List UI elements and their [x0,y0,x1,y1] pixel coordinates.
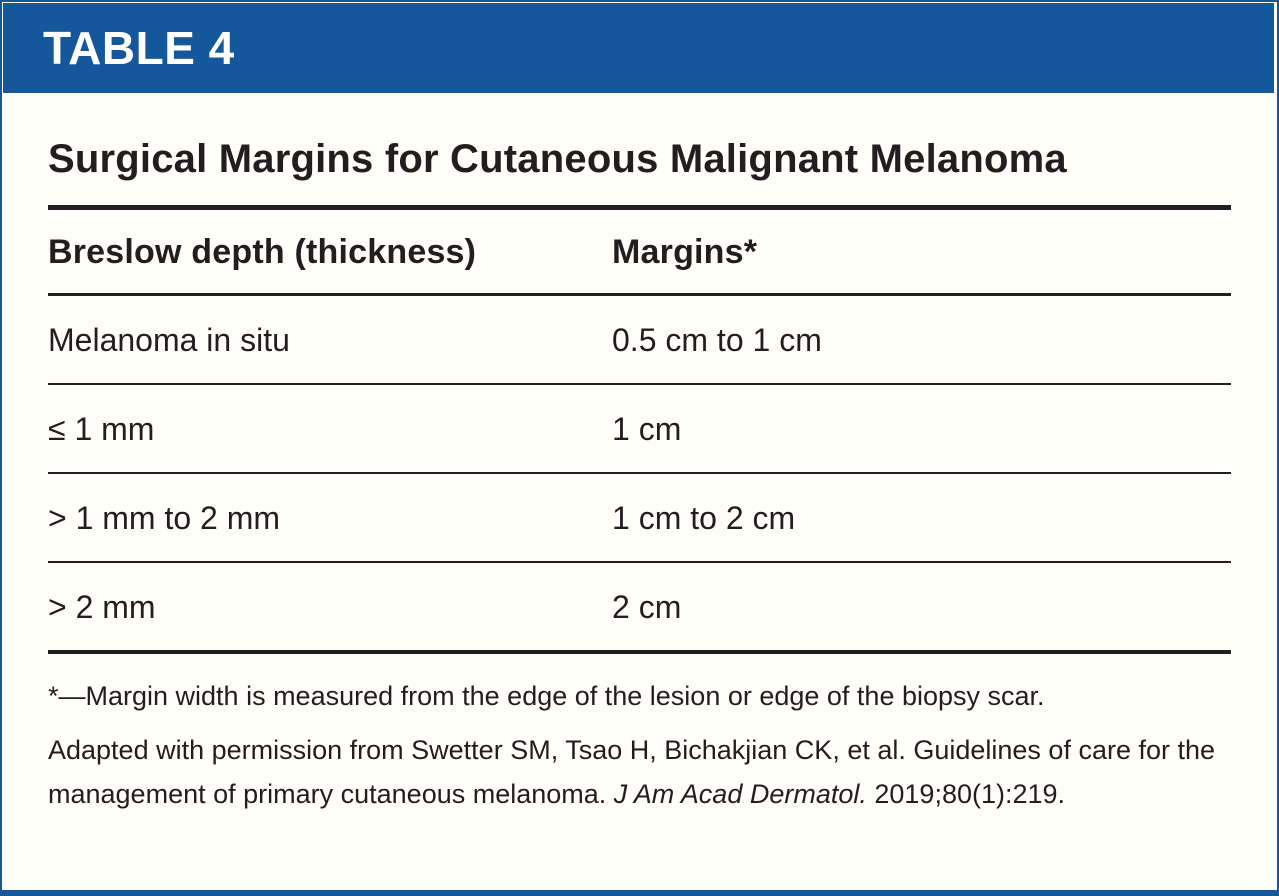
citation-text-prefix: Adapted with permission from Swetter SM,… [48,735,1216,809]
cell-depth: ≤ 1 mm [48,411,155,447]
cell-margin: 1 cm to 2 cm [612,500,796,536]
cell-depth: > 1 mm to 2 mm [48,500,281,536]
citation-text-suffix: 2019;80(1):219. [866,779,1066,809]
cell-depth: Melanoma in situ [48,322,290,358]
table-body: Surgical Margins for Cutaneous Malignant… [2,135,1277,816]
column-header-margins: Margins* [612,233,758,271]
cell-margin: 0.5 cm to 1 cm [612,322,822,358]
citation-journal-name: J Am Acad Dermatol. [613,779,867,809]
title-divider-rule [48,205,1231,210]
table-row-gt-2mm: > 2 mm 2 cm [48,563,1231,654]
asterisk-footnote: *—Margin width is measured from the edge… [48,681,1045,711]
cell-margin: 1 cm [612,411,682,447]
table-number-label: TABLE 4 [43,22,235,74]
table-header-bar: TABLE 4 [3,3,1274,93]
column-header-breslow-depth: Breslow depth (thickness) [48,233,477,271]
table-row-1mm-to-2mm: > 1 mm to 2 mm 1 cm to 2 cm [48,474,1231,563]
table-row-melanoma-in-situ: Melanoma in situ 0.5 cm to 1 cm [48,296,1231,385]
table-title: Surgical Margins for Cutaneous Malignant… [48,137,1067,181]
cell-depth: > 2 mm [48,589,156,625]
cell-margin: 2 cm [612,589,682,625]
citation-paragraph: Adapted with permission from Swetter SM,… [48,728,1231,816]
table-column-header-row: Breslow depth (thickness) Margins* [48,210,1231,296]
table-row-lte-1mm: ≤ 1 mm 1 cm [48,385,1231,474]
